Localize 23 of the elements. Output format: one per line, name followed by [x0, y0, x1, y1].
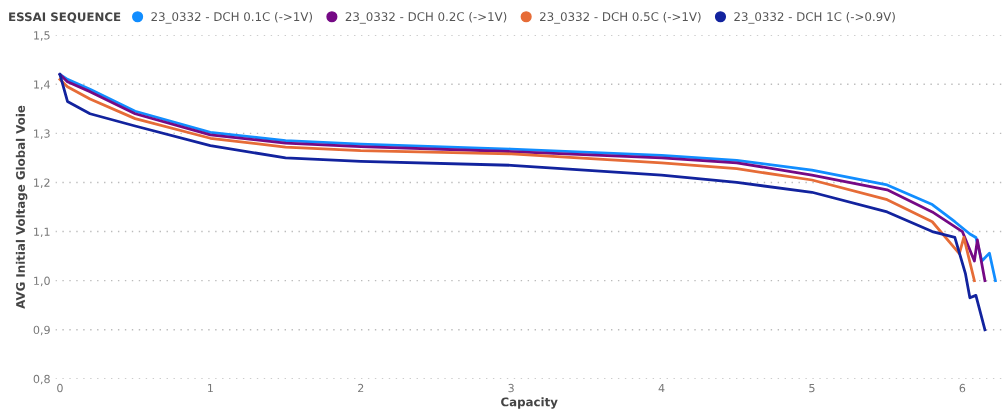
line-series [58, 73, 987, 332]
y-tick-label: 0,9 [33, 325, 50, 336]
x-axis-title: Capacity [501, 397, 558, 409]
x-tick-label: 6 [959, 383, 966, 393]
y-tick-label: 1,1 [34, 227, 50, 238]
x-tick-label: 3 [508, 383, 514, 393]
y-tick-label: 1,4 [34, 80, 50, 90]
x-tick-label: 2 [358, 383, 364, 393]
legend-label: 23_0332 - DCH 1C (->0.9V) [734, 11, 895, 24]
x-tick-label: 0 [57, 383, 63, 393]
legend-label: 23_0332 - DCH 0.5C (->1V) [540, 11, 701, 24]
y-tick-label: 1,0 [34, 276, 50, 287]
y-tick-label: 1,2 [34, 178, 50, 188]
x-tick-label: 4 [658, 384, 665, 393]
legend-label: 23_0332 - DCH 0.1C (->1V) [151, 11, 312, 24]
legend-title: ESSAI SEQUENCE [9, 12, 121, 23]
x-tick-label: 1 [208, 384, 213, 393]
y-axis-title: AVG Initial Voltage Global Voie [15, 105, 28, 309]
y-tick-label: 0,8 [33, 374, 50, 385]
y-tick-label: 1,3 [34, 129, 50, 139]
legend-label: 23_0332 - DCH 0.2C (->1V) [345, 11, 507, 24]
y-tick-label: 1,5 [34, 31, 50, 41]
x-tick-label: 5 [809, 384, 815, 393]
